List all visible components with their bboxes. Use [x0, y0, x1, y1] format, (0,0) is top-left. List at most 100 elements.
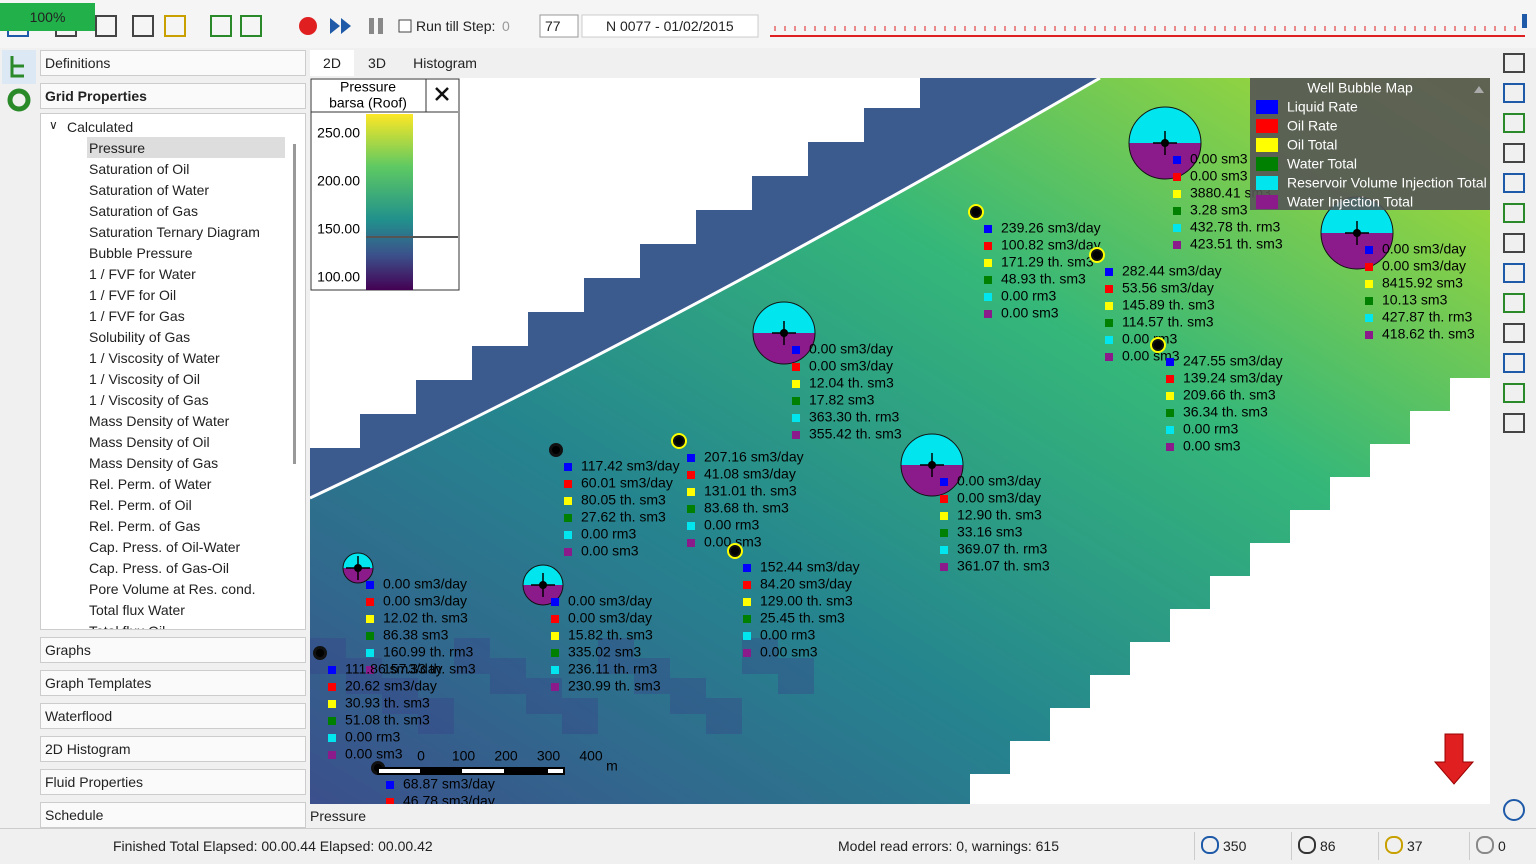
well-label: 100.82 sm3/day	[1001, 237, 1101, 253]
status-icon	[1385, 836, 1403, 854]
tree-item[interactable]: 1 / Viscosity of Water	[89, 350, 220, 366]
step-input[interactable]: 0	[502, 18, 510, 34]
tree-item[interactable]: Pore Volume at Res. cond.	[89, 581, 256, 597]
legend-swatch	[1256, 138, 1278, 152]
scale-tick: 200	[494, 748, 518, 764]
legend-swatch	[1256, 119, 1278, 133]
status-count: 0	[1498, 838, 1506, 854]
play-button	[330, 18, 351, 34]
tree-item[interactable]: Total flux Water	[89, 602, 185, 618]
status-counter[interactable]: 86	[1291, 832, 1376, 860]
scale-unit: m	[606, 758, 618, 774]
section-header[interactable]: Waterflood	[40, 703, 306, 729]
section-header[interactable]: 2D Histogram	[40, 736, 306, 762]
section-title: Definitions	[45, 55, 111, 71]
tree-item[interactable]: Rel. Perm. of Water	[89, 476, 212, 492]
grid-cell	[454, 638, 490, 674]
tree-item[interactable]: Rel. Perm. of Gas	[89, 518, 201, 534]
label-swatch	[687, 454, 695, 462]
tree-item[interactable]: Pressure	[89, 140, 146, 156]
label-swatch	[792, 363, 800, 371]
date-select[interactable]: N 0077 - 01/02/2015	[606, 18, 734, 34]
view-tab[interactable]: Histogram	[400, 50, 490, 76]
tree-item[interactable]: Cap. Press. of Oil-Water	[89, 539, 241, 555]
label-swatch	[1166, 375, 1174, 383]
status-count: 350	[1223, 838, 1247, 854]
view-tab[interactable]: 2D	[310, 50, 354, 76]
label-swatch	[1105, 353, 1113, 361]
well-dot	[1154, 341, 1162, 349]
tree-item[interactable]: 1 / Viscosity of Oil	[89, 371, 201, 387]
boundary-line	[310, 78, 1101, 500]
help-icon	[1503, 799, 1525, 821]
tree-item[interactable]: Mass Density of Gas	[89, 455, 219, 471]
tree-item[interactable]: Mass Density of Water	[89, 413, 230, 429]
section-header[interactable]: Definitions	[40, 50, 306, 76]
histogram-line	[366, 236, 458, 238]
tree-item[interactable]: 1 / FVF for Oil	[89, 287, 177, 303]
well-label: 0.00 sm3	[1190, 151, 1248, 167]
tree-icon	[10, 56, 24, 78]
well-label: 41.08 sm3/day	[704, 466, 796, 482]
well-label: 0.00 sm3	[1190, 168, 1248, 184]
well-label: 0.00 sm3/day	[809, 341, 893, 357]
section-title: Graph Templates	[45, 675, 152, 691]
well-label: 0.00 rm3	[581, 526, 636, 542]
run-till-label: Run till Step:	[416, 18, 496, 34]
well-label: 0.00 sm3/day	[957, 490, 1041, 506]
status-counter[interactable]: 350	[1194, 832, 1279, 860]
well-dot	[972, 208, 980, 216]
label-swatch	[1166, 409, 1174, 417]
tree-item[interactable]: Bubble Pressure	[89, 245, 193, 261]
status-counter[interactable]: 37	[1378, 832, 1463, 860]
view-tab[interactable]: 3D	[356, 50, 398, 76]
tool-icon	[1503, 143, 1525, 163]
tab-label: 3D	[368, 55, 386, 71]
label-swatch	[1365, 314, 1373, 322]
bubble-outline	[1128, 106, 1202, 180]
tree-item[interactable]: Mass Density of Oil	[89, 434, 210, 450]
tree-item[interactable]: Saturation of Oil	[89, 161, 190, 177]
tree-item[interactable]: Rel. Perm. of Oil	[89, 497, 192, 513]
section-header[interactable]: Fluid Properties	[40, 769, 306, 795]
well-label: 239.26 sm3/day	[1001, 220, 1101, 236]
tree-item[interactable]: 1 / Viscosity of Gas	[89, 392, 209, 408]
section-header[interactable]: Schedule	[40, 802, 306, 828]
well-label: 247.55 sm3/day	[1183, 353, 1283, 369]
tool-icon	[1503, 413, 1525, 433]
label-swatch	[328, 700, 336, 708]
label-swatch	[551, 683, 559, 691]
tree-group[interactable]: Calculated	[67, 119, 134, 135]
status-icon	[1298, 836, 1316, 854]
tree-item[interactable]: Cap. Press. of Gas-Oil	[89, 560, 230, 576]
label-swatch	[743, 615, 751, 623]
report-step[interactable]: 77	[545, 18, 561, 34]
section-header[interactable]: Graph Templates	[40, 670, 306, 696]
scale-bar-segment	[420, 769, 462, 773]
well-label: 111.86 sm3/day	[345, 661, 443, 677]
label-swatch	[940, 563, 948, 571]
label-swatch	[1173, 156, 1181, 164]
well-label: 207.16 sm3/day	[704, 449, 804, 465]
tree-item[interactable]: Saturation of Gas	[89, 203, 198, 219]
well-dot	[1093, 251, 1101, 259]
tree-item[interactable]: Solubility of Gas	[89, 329, 191, 345]
well-label: 355.42 th. sm3	[809, 426, 902, 442]
section-title: 2D Histogram	[45, 741, 131, 757]
view-label: Pressure	[310, 808, 367, 824]
tree-item[interactable]: Total flux Oil	[89, 623, 165, 629]
tree-item[interactable]: 1 / FVF for Gas	[89, 308, 185, 324]
tree-item[interactable]: Saturation Ternary Diagram	[89, 224, 260, 240]
tree-item[interactable]: 1 / FVF for Water	[89, 266, 196, 282]
label-swatch	[1173, 241, 1181, 249]
section-header[interactable]: Grid Properties	[40, 83, 306, 109]
label-swatch	[564, 548, 572, 556]
section-header[interactable]: Graphs	[40, 637, 306, 663]
tree-item[interactable]: Saturation of Water	[89, 182, 210, 198]
label-swatch	[551, 649, 559, 657]
label-swatch	[1105, 302, 1113, 310]
status-counter[interactable]: 0	[1469, 832, 1536, 860]
